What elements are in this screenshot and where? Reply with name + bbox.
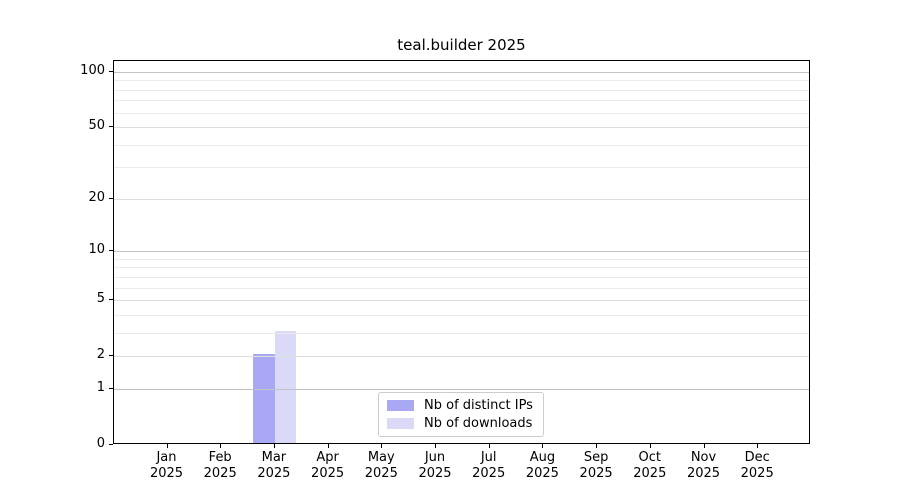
x-tick-label: Sep 2025	[579, 450, 613, 481]
y-tick-mark	[109, 126, 113, 128]
legend-item: Nb of downloads	[387, 416, 533, 431]
legend-item-label: Nb of distinct IPs	[424, 398, 533, 413]
gridline-minor	[114, 100, 809, 102]
x-tick-label: Dec 2025	[740, 450, 774, 481]
x-tick-mark	[596, 444, 598, 448]
gridline-minor	[114, 112, 809, 114]
plot-area	[113, 60, 810, 444]
gridline-major	[114, 127, 809, 129]
gridline-minor	[114, 258, 809, 260]
legend-swatch-icon	[387, 400, 414, 411]
x-tick-label: Oct 2025	[633, 450, 667, 481]
x-tick-label: Feb 2025	[203, 450, 237, 481]
y-tick-mark	[109, 444, 113, 445]
gridline-major	[114, 300, 809, 302]
gridline-major	[114, 388, 809, 390]
y-tick-label: 10	[88, 242, 105, 258]
x-tick-mark	[649, 444, 651, 448]
legend-item: Nb of distinct IPs	[387, 398, 533, 413]
gridline-minor	[114, 314, 809, 316]
gridline-minor	[114, 332, 809, 334]
bar-nb-of-downloads	[274, 330, 297, 443]
y-tick-label: 2	[96, 347, 105, 363]
gridline-minor	[114, 267, 809, 269]
grid-layer	[114, 61, 809, 443]
x-tick-mark	[327, 444, 329, 448]
legend: Nb of distinct IPs Nb of downloads	[378, 392, 544, 437]
y-tick-label: 20	[88, 189, 105, 205]
x-tick-label: Apr 2025	[311, 450, 345, 481]
x-tick-label: Jun 2025	[418, 450, 452, 481]
x-tick-mark	[166, 444, 168, 448]
gridline-minor	[114, 144, 809, 146]
x-tick-mark	[435, 444, 436, 448]
legend-swatch-icon	[387, 418, 414, 429]
x-tick-label: Jan 2025	[149, 450, 184, 481]
x-tick-mark	[488, 444, 490, 448]
bar-nb-of-distinct-ips	[253, 354, 275, 443]
x-tick-label: Nov 2025	[686, 450, 721, 481]
y-tick-mark	[109, 387, 113, 389]
x-tick-mark	[381, 444, 383, 448]
x-tick-mark	[542, 444, 544, 448]
x-tick-mark	[757, 444, 759, 448]
y-tick-mark	[109, 250, 113, 252]
gridline-minor	[114, 287, 809, 289]
x-tick-label: Aug 2025	[525, 450, 559, 481]
y-tick-mark	[109, 355, 113, 357]
y-tick-label: 100	[80, 62, 105, 78]
y-tick-label: 0	[96, 436, 105, 451]
y-tick-mark	[109, 197, 113, 199]
x-tick-label: Jul 2025	[472, 450, 506, 481]
gridline-major	[114, 71, 809, 73]
x-tick-label: May 2025	[364, 450, 398, 481]
x-tick-mark	[220, 444, 222, 448]
gridline-minor	[114, 167, 809, 169]
gridline-minor	[114, 276, 809, 278]
y-tick-label: 5	[96, 291, 105, 307]
gridline-major	[114, 251, 809, 253]
y-tick-mark	[109, 70, 113, 72]
gridline-minor	[114, 80, 809, 82]
gridline-major	[114, 198, 809, 200]
gridline-minor	[114, 89, 809, 91]
y-tick-label: 50	[88, 118, 105, 134]
x-tick-label: Mar 2025	[257, 450, 291, 481]
x-tick-mark	[703, 444, 705, 448]
y-tick-mark	[109, 299, 113, 301]
legend-item-label: Nb of downloads	[424, 416, 533, 431]
y-tick-label: 1	[96, 379, 105, 395]
gridline-major	[114, 356, 809, 358]
chart-title: teal.builder 2025	[397, 36, 526, 54]
x-tick-mark	[273, 444, 275, 448]
bars-layer	[114, 61, 809, 443]
